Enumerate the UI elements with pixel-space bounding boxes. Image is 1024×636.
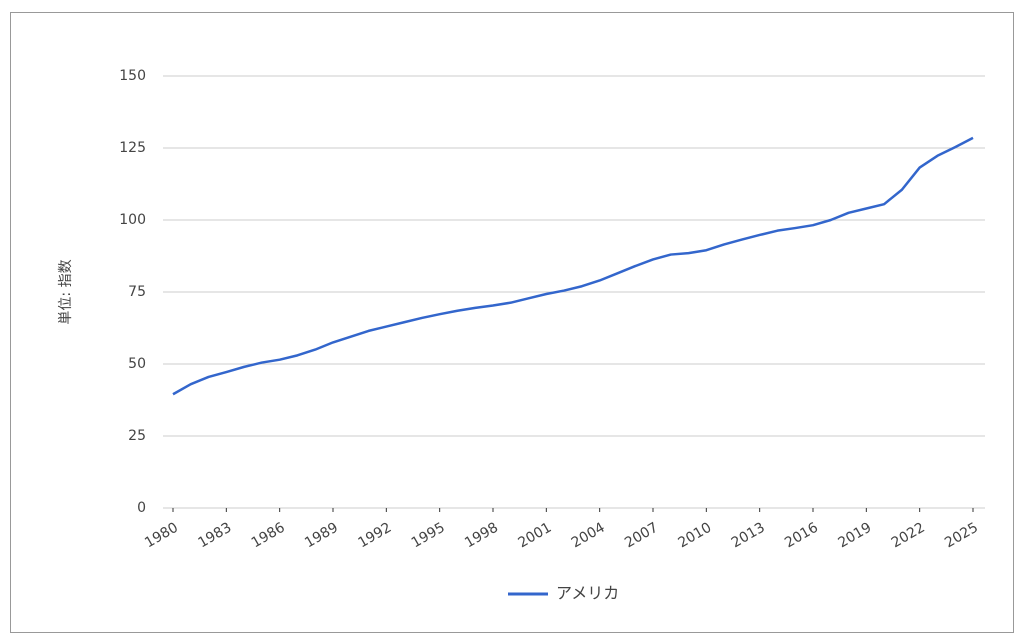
y-tick-label: 100 <box>119 212 146 228</box>
y-axis-label: 単位: 指数 <box>58 259 74 324</box>
y-tick-label: 150 <box>119 68 146 84</box>
legend-label: アメリカ <box>556 584 619 603</box>
chart-frame <box>10 12 1014 633</box>
y-tick-label: 0 <box>137 500 146 516</box>
data-line <box>172 136 974 396</box>
y-tick-label: 125 <box>119 140 146 156</box>
y-tick-label: 50 <box>128 356 146 372</box>
y-tick-label: 75 <box>128 284 146 300</box>
y-tick-label: 25 <box>128 428 146 444</box>
